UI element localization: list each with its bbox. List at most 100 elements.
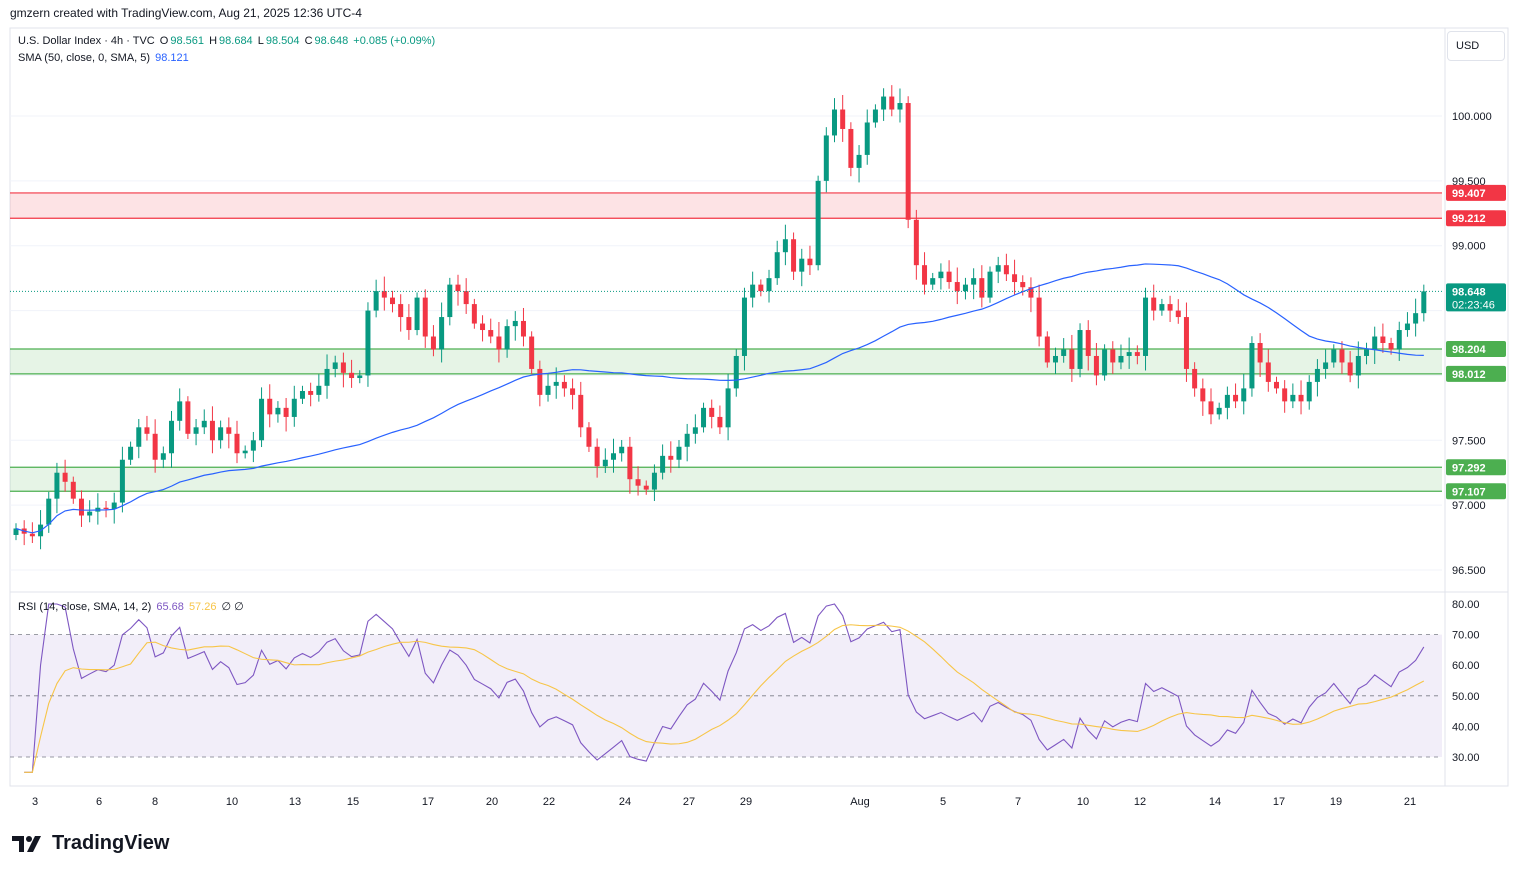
candle-body <box>856 154 862 168</box>
price-label-value: 99.407 <box>1452 188 1486 200</box>
candle-body <box>946 271 952 283</box>
candle-body <box>54 472 60 499</box>
price-label-value: 97.107 <box>1452 486 1486 498</box>
candle-body <box>488 330 494 337</box>
candle-body <box>46 498 52 525</box>
candle-body <box>455 284 461 292</box>
candle-body <box>938 271 944 279</box>
time-tick-label: 15 <box>347 796 359 808</box>
candle-body <box>831 109 837 136</box>
candle-body <box>1061 349 1067 356</box>
candle-body <box>390 297 396 305</box>
candle-body <box>553 381 559 386</box>
sma-line <box>15 263 1424 534</box>
candle-body <box>619 446 625 454</box>
candle-body <box>1175 310 1181 318</box>
candle-body <box>324 368 330 386</box>
candle-body <box>1257 343 1263 363</box>
candle-body <box>684 433 690 447</box>
candle-body <box>1069 349 1075 369</box>
price-label-badge <box>1446 184 1506 201</box>
candle-body <box>602 459 608 467</box>
sma-value: 98.121 <box>155 52 189 64</box>
candle-body <box>725 388 731 428</box>
price-tick-label: 99.500 <box>1452 176 1486 188</box>
candle-body <box>169 420 175 454</box>
candle-body <box>242 450 248 454</box>
candle-body <box>782 239 788 253</box>
candle-body <box>1241 388 1247 402</box>
symbol-title: U.S. Dollar Index · 4h · TVC <box>18 35 155 47</box>
rsi-line <box>24 603 1425 773</box>
time-tick-label: 14 <box>1209 796 1221 808</box>
candle-body <box>1224 394 1230 408</box>
currency-button[interactable]: USD <box>1447 31 1505 61</box>
candle-body <box>332 362 338 369</box>
candle-body <box>365 310 371 376</box>
candle-body <box>676 446 682 460</box>
rsi-value: 65.68 <box>156 601 184 613</box>
candle-body <box>185 401 191 434</box>
candle-body <box>1200 388 1206 402</box>
price-tick-label: 99.000 <box>1452 241 1486 253</box>
candle-body <box>570 388 576 395</box>
candle-body <box>1306 381 1312 402</box>
price-tick-label: 100.000 <box>1452 111 1492 123</box>
candle-body <box>905 103 911 220</box>
candle-body <box>111 502 117 510</box>
rsi-tick-label: 60.00 <box>1452 660 1480 672</box>
price-tick-label: 96.500 <box>1452 565 1486 577</box>
price-label-badge <box>1446 340 1506 357</box>
candle-body <box>1314 368 1320 382</box>
rsi-tick-label: 30.00 <box>1452 752 1480 764</box>
candle-body <box>283 407 289 417</box>
price-label-value: 98.204 <box>1452 344 1487 356</box>
candle-body <box>1404 323 1410 331</box>
tradingview-logo: TradingView <box>12 832 169 855</box>
candle-body <box>823 135 829 181</box>
candle-body <box>1298 394 1304 402</box>
rsi-sma-line <box>24 624 1425 773</box>
close-value: 98.648 <box>314 35 349 47</box>
price-tick-label: 97.000 <box>1452 500 1486 512</box>
low-label: L <box>257 35 264 47</box>
candle-body <box>611 453 617 460</box>
price-label-value: 98.648 <box>1452 286 1486 298</box>
candle-body <box>651 472 657 490</box>
candle-body <box>807 258 813 266</box>
candle-body <box>962 284 968 292</box>
candle-body <box>136 427 142 447</box>
rsi-extra: ∅ ∅ <box>221 601 244 613</box>
candle-body <box>1020 282 1026 288</box>
close-label: C <box>304 35 313 47</box>
candle-body <box>1077 330 1083 369</box>
candle-body <box>840 109 846 129</box>
candle-body <box>741 297 747 356</box>
candle-body <box>349 372 355 379</box>
candle-body <box>1421 291 1427 314</box>
candle-body <box>1085 330 1091 356</box>
candle-body <box>668 455 674 460</box>
time-tick-label: 5 <box>940 796 946 808</box>
time-tick-label: 17 <box>1273 796 1285 808</box>
candle-body <box>144 427 150 434</box>
time-tick-label: 6 <box>96 796 102 808</box>
price-label-badge <box>1446 365 1506 382</box>
candle-body <box>922 265 928 285</box>
candle-body <box>1388 343 1394 350</box>
candle-body <box>177 401 183 421</box>
candle-body <box>1183 317 1189 369</box>
candle-body <box>70 481 76 499</box>
candle-body <box>381 291 387 298</box>
time-tick-label: 8 <box>152 796 158 808</box>
rsi-tick-label: 40.00 <box>1452 721 1480 733</box>
candle-body <box>1167 304 1173 311</box>
candle-body <box>430 336 436 350</box>
candle-body <box>259 398 265 441</box>
candle-body <box>471 304 477 324</box>
symbol-legend: U.S. Dollar Index · 4h · TVC O 98.561 H 98… <box>18 35 437 47</box>
candle-body <box>709 407 715 417</box>
time-tick-label: 3 <box>32 796 38 808</box>
candle-body <box>635 479 641 486</box>
